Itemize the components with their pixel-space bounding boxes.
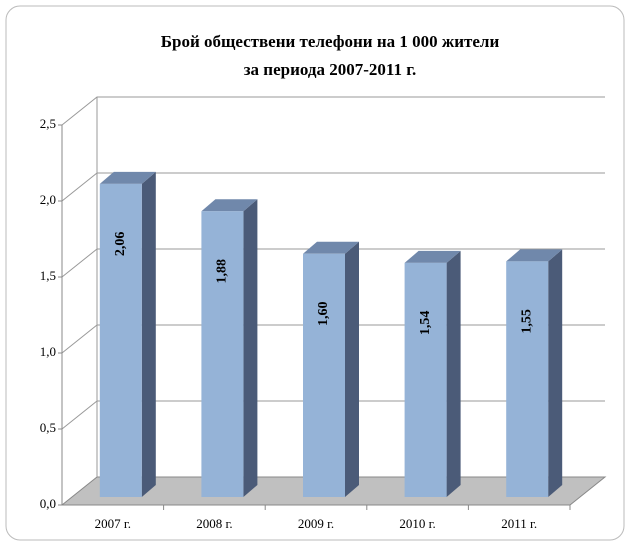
chart-title: за периода 2007-2011 г. [244, 60, 417, 79]
bar-side [548, 249, 563, 497]
bar-side [243, 199, 258, 498]
x-tick-label: 2011 г. [501, 516, 537, 531]
x-tick-label: 2007 г. [95, 516, 131, 531]
bar-top [201, 199, 258, 212]
bar-top [404, 250, 461, 263]
bar [303, 253, 345, 497]
x-tick-label: 2008 г. [196, 516, 232, 531]
y-tick-label: 2,5 [40, 116, 56, 131]
y-tick-label: 2,0 [40, 192, 56, 207]
value-label: 1,60 [316, 302, 331, 327]
value-label: 2,06 [113, 232, 128, 257]
value-label: 1,54 [418, 311, 433, 336]
y-tick-label: 1,5 [40, 268, 56, 283]
x-tick-label: 2009 г. [298, 516, 334, 531]
bar [99, 183, 142, 497]
y-tick-label: 0,5 [40, 420, 56, 435]
bar [506, 261, 549, 497]
bar-top [99, 171, 156, 184]
bar-top [303, 241, 359, 254]
value-label: 1,88 [215, 259, 230, 284]
bar-side [446, 250, 461, 497]
x-tick-label: 2010 г. [399, 516, 435, 531]
bar [404, 262, 447, 497]
bar [201, 211, 244, 498]
bar-top [506, 249, 563, 262]
bar-side [345, 241, 359, 497]
chart-title: Брой обществени телефони на 1 000 жители [161, 32, 500, 51]
bar-side [141, 171, 156, 497]
y-tick-label: 1,0 [40, 344, 56, 359]
y-tick-label: 0,0 [40, 496, 56, 511]
value-label: 1,55 [519, 309, 534, 334]
